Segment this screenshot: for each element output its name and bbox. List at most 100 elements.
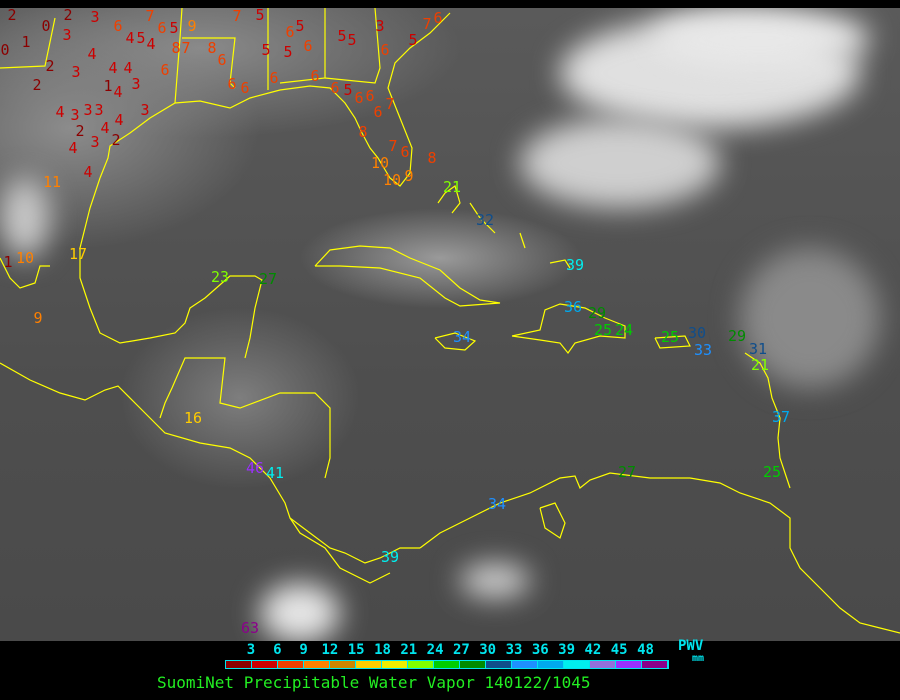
station-pwv-label: 6 — [330, 78, 340, 97]
station-pwv-label: 5 — [261, 40, 271, 59]
station-pwv-label: 6 — [365, 86, 375, 105]
station-pwv-label: 8 — [207, 38, 217, 57]
legend-tick-label: 27 — [452, 642, 470, 658]
legend-swatch — [616, 661, 642, 668]
legend-swatch — [382, 661, 408, 668]
station-pwv-label: 5 — [408, 30, 418, 49]
station-pwv-label: 5 — [295, 16, 305, 35]
station-pwv-label: 1 — [21, 32, 31, 51]
station-pwv-label: 6 — [373, 102, 383, 121]
legend-swatch — [330, 661, 356, 668]
legend-tick-label: 39 — [558, 642, 576, 658]
station-pwv-label: 10 — [16, 248, 35, 267]
station-pwv-label: 2 — [63, 8, 73, 24]
station-pwv-label: 6 — [217, 50, 227, 69]
station-pwv-label: 6 — [310, 66, 320, 85]
cloud — [460, 563, 530, 598]
station-pwv-label: 3 — [375, 16, 385, 35]
station-pwv-label: 10 — [371, 153, 390, 172]
legend-tick-label: 9 — [299, 642, 308, 658]
legend-colorbar — [225, 660, 669, 669]
station-pwv-label: 6 — [113, 16, 123, 35]
station-pwv-label: 21 — [443, 177, 462, 196]
station-pwv-label: 5 — [255, 8, 265, 24]
station-pwv-label: 7 — [388, 136, 398, 155]
station-pwv-label: 3 — [71, 62, 81, 81]
station-pwv-label: 9 — [33, 308, 43, 327]
station-pwv-label: 6 — [400, 142, 410, 161]
station-pwv-label: 7 — [145, 8, 155, 25]
legend-swatch — [252, 661, 278, 668]
legend-swatch — [278, 661, 304, 668]
station-pwv-label: 27 — [618, 462, 637, 481]
station-pwv-label: 63 — [241, 618, 260, 637]
legend-tick-label: 3 — [246, 642, 256, 658]
station-pwv-label: 27 — [259, 269, 278, 288]
legend-swatch — [434, 661, 460, 668]
station-pwv-label: 3 — [70, 105, 80, 124]
station-pwv-label: 16 — [184, 408, 203, 427]
station-pwv-label: 3 — [90, 8, 100, 26]
station-pwv-label: 3 — [90, 132, 100, 151]
legend-swatch — [564, 661, 590, 668]
station-pwv-label: 3 — [83, 100, 93, 119]
station-pwv-label: 33 — [694, 340, 713, 359]
legend-swatch — [538, 661, 564, 668]
legend-swatch — [460, 661, 486, 668]
station-pwv-label: 34 — [488, 494, 507, 513]
cloud — [740, 248, 880, 388]
station-pwv-label: 4 — [55, 102, 65, 121]
cloud — [0, 178, 50, 258]
legend-tick-label: 12 — [321, 642, 339, 658]
station-pwv-label: 10 — [383, 170, 402, 189]
station-pwv-label: 30 — [688, 323, 707, 342]
station-pwv-label: 5 — [343, 80, 353, 99]
station-pwv-label: 11 — [43, 172, 62, 191]
station-pwv-label: 2 — [45, 56, 55, 75]
station-pwv-label: 25 — [661, 327, 680, 346]
station-pwv-label: 24 — [615, 320, 634, 339]
station-pwv-label: 2 — [7, 8, 17, 24]
legend-swatch — [304, 661, 330, 668]
legend-tick-label: 33 — [505, 642, 523, 658]
legend-tick-label: 36 — [531, 642, 549, 658]
legend-swatch — [512, 661, 538, 668]
station-pwv-label: 6 — [433, 8, 443, 27]
station-pwv-label: 9 — [187, 16, 197, 35]
station-pwv-label: 5 — [283, 42, 293, 61]
station-pwv-label: 4 — [146, 34, 156, 53]
cloud — [260, 583, 340, 641]
legend-swatch — [356, 661, 382, 668]
station-pwv-label: 39 — [566, 255, 585, 274]
station-pwv-label: 5 — [169, 18, 179, 37]
station-pwv-label: 8 — [171, 38, 181, 57]
station-pwv-label: 8 — [427, 148, 437, 167]
station-pwv-label: 41 — [266, 463, 285, 482]
station-pwv-label: 29 — [728, 326, 747, 345]
station-pwv-label: 4 — [123, 58, 133, 77]
station-pwv-label: 7 — [232, 8, 242, 25]
station-pwv-label: 46 — [246, 458, 265, 477]
cloud — [650, 8, 870, 68]
station-pwv-label: 0 — [41, 16, 51, 35]
legend-swatch — [486, 661, 512, 668]
station-pwv-label: 6 — [160, 60, 170, 79]
station-pwv-label: 4 — [100, 118, 110, 137]
station-pwv-label: 4 — [87, 44, 97, 63]
station-pwv-label: 6 — [157, 18, 167, 37]
product-title: SuomiNet Precipitable Water Vapor 140122… — [157, 673, 591, 692]
station-pwv-label: 7 — [385, 94, 395, 113]
station-pwv-label: 32 — [476, 210, 495, 229]
station-pwv-label: 9 — [404, 166, 414, 185]
legend-tick-label: 15 — [347, 642, 365, 658]
station-pwv-label: 5 — [136, 28, 146, 47]
station-pwv-label: 8 — [358, 122, 368, 141]
station-pwv-label: 4 — [125, 28, 135, 47]
legend-tick-label: 21 — [400, 642, 418, 658]
color-legend: 3 6 9 12 15 18 21 24 27 30 33 36 39 42 45 48 PWV mm Suo… — [0, 638, 900, 700]
station-pwv-label: 4 — [114, 110, 124, 129]
station-pwv-label: 3 — [140, 100, 150, 119]
station-pwv-label: 25 — [594, 320, 613, 339]
station-pwv-label: 3 — [131, 74, 141, 93]
